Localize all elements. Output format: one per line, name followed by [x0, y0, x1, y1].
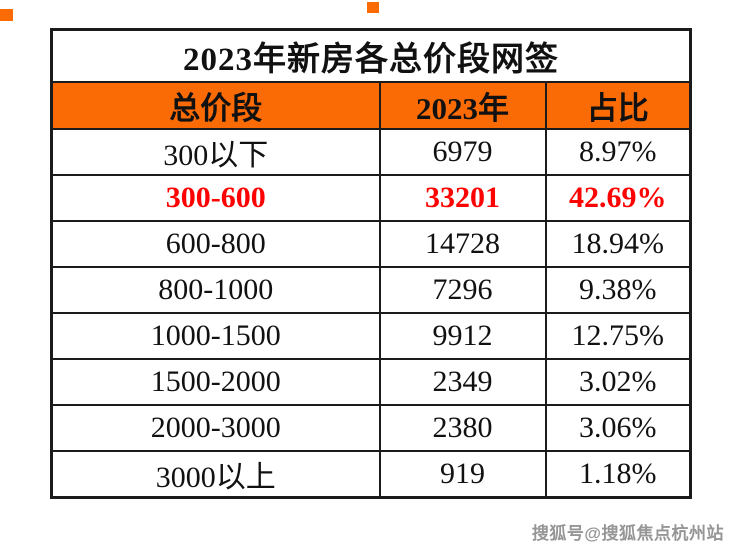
cell-share: 18.94%: [544, 220, 692, 268]
cell-range: 300-600: [50, 174, 381, 222]
cell-range: 800-1000: [50, 266, 381, 314]
cell-share: 8.97%: [544, 128, 692, 176]
table-row: 300以下 6979 8.97%: [50, 128, 692, 176]
cell-count: 7296: [378, 266, 547, 314]
cell-count: 2380: [378, 404, 547, 452]
cell-range: 1500-2000: [50, 358, 381, 406]
cell-range: 3000以上: [50, 450, 381, 499]
cell-count: 9912: [378, 312, 547, 360]
price-table: 2023年新房各总价段网签 总价段 2023年 占比 300以下 6979 8.…: [50, 28, 693, 499]
cell-range: 2000-3000: [50, 404, 381, 452]
cell-count: 2349: [378, 358, 547, 406]
cell-share: 42.69%: [544, 174, 692, 222]
table-row: 800-1000 7296 9.38%: [50, 266, 692, 314]
orange-corner-mark-top: [367, 2, 379, 13]
cell-share: 9.38%: [544, 266, 692, 314]
column-header-price-range: 总价段: [50, 81, 381, 130]
table-row: 1000-1500 9912 12.75%: [50, 312, 692, 360]
watermark-sohu: 搜狐号@搜狐焦点杭州站: [531, 524, 724, 543]
table-row: 3000以上 919 1.18%: [50, 450, 692, 499]
cell-share: 3.02%: [544, 358, 692, 406]
table-row-highlighted: 300-600 33201 42.69%: [50, 174, 692, 222]
table-title: 2023年新房各总价段网签: [50, 28, 692, 83]
table-title-row: 2023年新房各总价段网签: [50, 28, 692, 83]
cell-share: 3.06%: [544, 404, 692, 452]
cell-count: 14728: [378, 220, 547, 268]
cell-range: 600-800: [50, 220, 381, 268]
column-header-year-2023: 2023年: [378, 81, 547, 130]
cell-range: 1000-1500: [50, 312, 381, 360]
table-header-row: 总价段 2023年 占比: [50, 81, 692, 130]
orange-corner-mark-left: [0, 9, 13, 21]
table-row: 600-800 14728 18.94%: [50, 220, 692, 268]
cell-count: 6979: [378, 128, 547, 176]
table-row: 1500-2000 2349 3.02%: [50, 358, 692, 406]
cell-share: 1.18%: [544, 450, 692, 499]
cell-range: 300以下: [50, 128, 381, 176]
table-row: 2000-3000 2380 3.06%: [50, 404, 692, 452]
column-header-share: 占比: [544, 81, 692, 130]
cell-count: 33201: [378, 174, 547, 222]
cell-share: 12.75%: [544, 312, 692, 360]
cell-count: 919: [378, 450, 547, 499]
